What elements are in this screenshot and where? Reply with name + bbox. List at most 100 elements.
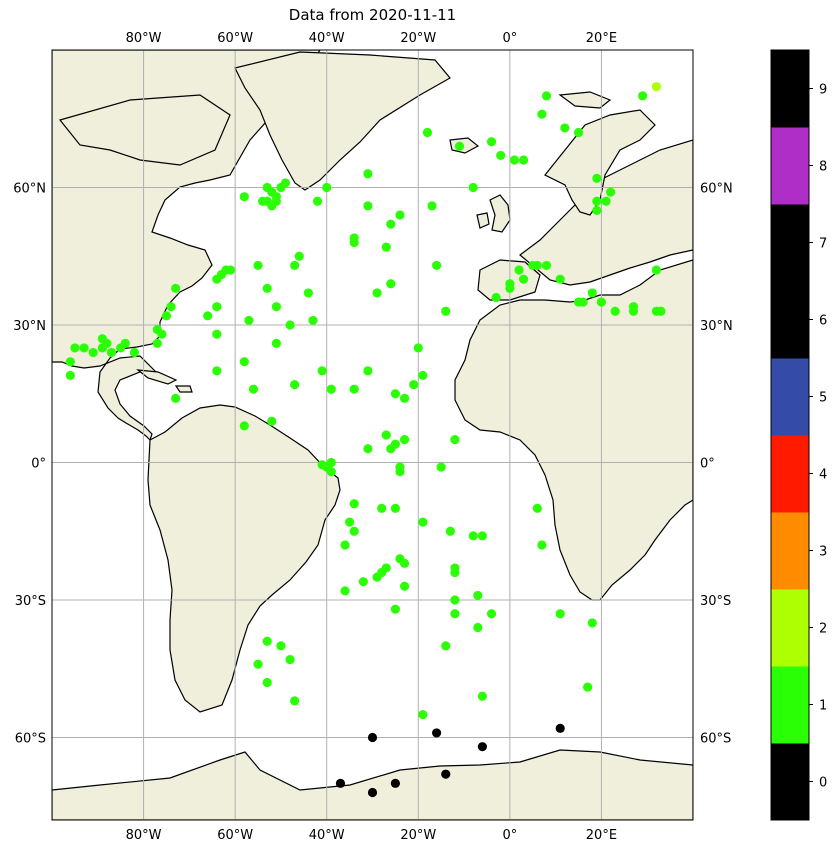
data-point-class-1: [271, 338, 281, 348]
data-point-class-1: [129, 347, 140, 358]
lon-tick-label-bottom: 20°E: [586, 828, 617, 843]
data-point-class-1: [532, 503, 542, 513]
data-point-class-1: [592, 205, 602, 216]
data-point-class-1: [372, 288, 382, 298]
data-point-class-1: [651, 265, 661, 275]
data-point-class-1: [386, 219, 396, 229]
data-point-class-1: [276, 641, 286, 651]
data-point-class-1: [537, 109, 547, 119]
lon-tick-label-top: 60°W: [217, 31, 253, 46]
colorbar-segment: [771, 666, 809, 744]
data-point-class-1: [555, 609, 565, 619]
lon-tick-label-bottom: 20°W: [400, 828, 436, 843]
data-point-class-1: [253, 260, 263, 271]
data-point-class-0: [367, 787, 378, 798]
data-point-class-1: [477, 531, 487, 541]
data-point-class-1: [349, 526, 359, 536]
lon-tick-label-bottom: 80°W: [126, 828, 162, 843]
data-point-class-1: [308, 315, 318, 326]
colorbar-segment: [771, 743, 809, 821]
data-point-class-1: [386, 279, 396, 289]
lat-tick-label-right: 60°S: [700, 732, 731, 747]
data-point-class-1: [441, 306, 451, 316]
colorbar-tick-label: 8: [819, 160, 827, 175]
lon-tick-label-top: 80°W: [126, 31, 162, 46]
data-point-class-1: [509, 155, 520, 165]
data-point-class-1: [97, 334, 107, 344]
data-point-class-1: [303, 288, 313, 298]
data-point-class-1: [486, 609, 497, 619]
arctic-islands: [58, 94, 231, 166]
data-point-class-1: [450, 567, 460, 578]
data-point-class-1: [432, 260, 442, 271]
data-point-class-1: [381, 430, 391, 440]
data-point-class-1: [161, 311, 172, 321]
lat-tick-label-left: 30°S: [15, 594, 46, 609]
colorbar-tick-label: 0: [819, 776, 827, 791]
data-point-class-1: [106, 347, 117, 358]
data-point-class-1: [518, 274, 529, 284]
data-point-class-1: [312, 196, 323, 206]
data-point-class-1: [427, 201, 437, 211]
colorbar-tick-label: 4: [819, 468, 827, 483]
data-point-class-1: [390, 503, 400, 513]
data-point-class-0: [432, 728, 442, 738]
data-point-class-1: [290, 260, 300, 271]
data-point-class-1: [468, 531, 478, 541]
data-point-class-1: [363, 366, 373, 376]
colorbar-tick-label: 6: [819, 314, 827, 329]
lat-tick-label-left: 30°N: [13, 319, 46, 334]
data-point-class-1: [212, 302, 222, 312]
data-point-class-1: [88, 347, 98, 358]
lat-tick-label-left: 60°S: [15, 732, 46, 747]
data-point-class-1: [285, 320, 295, 330]
colorbar-tick-label: 1: [819, 699, 827, 714]
data-point-class-1: [280, 178, 291, 188]
data-point-class-1: [395, 210, 405, 220]
data-points: [65, 82, 666, 798]
lon-tick-label-top: 20°E: [586, 31, 617, 46]
data-point-class-1: [285, 654, 295, 665]
data-point-class-1: [395, 467, 405, 477]
data-point-class-1: [363, 169, 373, 179]
data-point-class-1: [171, 393, 181, 403]
data-point-class-1: [290, 379, 300, 390]
antarctica: [52, 749, 693, 820]
data-point-class-1: [486, 137, 497, 147]
data-point-class-1: [65, 370, 75, 381]
data-point-class-1: [491, 292, 501, 303]
data-point-class-1: [450, 434, 460, 445]
data-point-class-1: [601, 196, 611, 206]
colorbar-segment: [771, 50, 809, 128]
data-point-class-1: [505, 279, 515, 289]
data-point-class-1: [638, 91, 648, 101]
data-point-class-1: [610, 306, 620, 316]
data-point-class-1: [248, 384, 259, 394]
data-point-class-1: [225, 265, 236, 275]
data-point-class-1: [399, 393, 410, 403]
data-point-class-1: [317, 366, 327, 376]
data-point-class-1: [454, 141, 465, 151]
colorbar-frame: [770, 49, 810, 821]
data-point-class-0: [555, 723, 565, 733]
data-point-class-1: [518, 155, 529, 165]
data-point-class-1: [363, 201, 373, 211]
data-point-class-1: [212, 366, 222, 376]
data-point-class-1: [290, 696, 300, 706]
data-point-class-1: [381, 563, 391, 573]
data-point-class-1: [445, 526, 455, 536]
data-point-class-1: [390, 604, 400, 614]
data-point-class-1: [340, 540, 350, 550]
data-point-class-1: [473, 622, 483, 633]
data-point-class-1: [441, 641, 451, 651]
data-point-class-1: [381, 242, 391, 252]
data-point-class-1: [573, 127, 584, 138]
data-point-class-1: [340, 586, 350, 596]
data-point-class-1: [349, 384, 359, 394]
data-point-class-1: [605, 187, 616, 197]
data-point-class-0: [367, 732, 378, 743]
lat-tick-label-right: 0°: [700, 457, 715, 472]
data-point-class-0: [390, 778, 400, 788]
colorbar-segment: [771, 204, 809, 282]
